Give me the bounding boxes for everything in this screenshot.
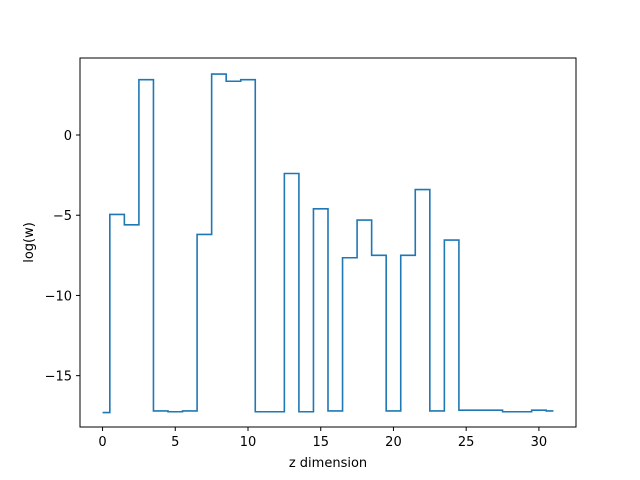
plot-area [79, 57, 577, 428]
y-axis-ticks: −15 −10 −5 0 [45, 129, 80, 385]
x-tick-label: 30 [531, 435, 548, 450]
y-tick-label: −15 [45, 370, 72, 385]
x-tick-label: 0 [98, 435, 106, 450]
series-line-0 [102, 73, 554, 414]
y-axis-label: log(w) [22, 222, 37, 263]
x-tick-label: 10 [240, 435, 257, 450]
y-tick-label: −10 [45, 289, 72, 304]
x-tick-label: 20 [385, 435, 402, 450]
y-tick-label: −5 [53, 209, 72, 224]
axes-frame [79, 57, 577, 428]
x-tick-label: 15 [312, 435, 329, 450]
y-tick-label: 0 [64, 129, 72, 144]
x-axis-ticks: 0 5 10 15 20 25 30 [98, 427, 547, 450]
x-axis-label: z dimension [289, 456, 367, 471]
x-tick-label: 5 [171, 435, 179, 450]
x-tick-label: 25 [458, 435, 475, 450]
